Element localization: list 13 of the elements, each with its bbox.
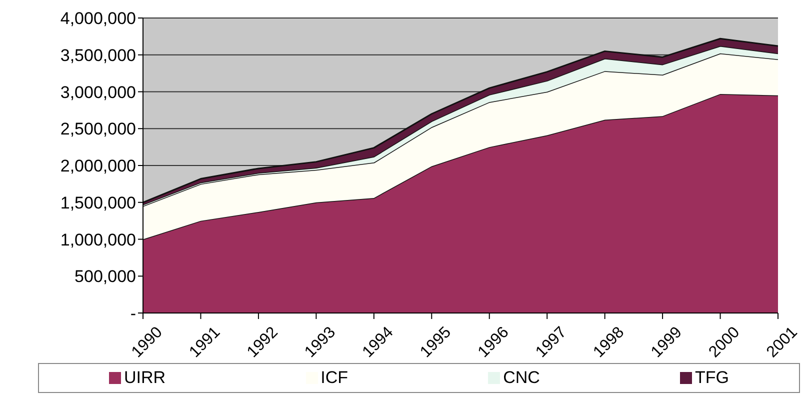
y-tick-label: 1,500,000 xyxy=(60,193,136,212)
y-tick-label: 4,000,000 xyxy=(60,9,136,28)
y-tick-label: 2,500,000 xyxy=(60,120,136,139)
legend-label: ICF xyxy=(320,368,348,388)
legend-label: UIRR xyxy=(124,368,166,388)
y-tick-label: - xyxy=(130,304,136,324)
y-tick-label: 1,000,000 xyxy=(60,230,136,250)
y-tick-label: 500,000 xyxy=(74,267,136,286)
legend-label: CNC xyxy=(503,368,540,388)
legend-label: TFG xyxy=(694,368,729,388)
y-tick-label: 3,000,000 xyxy=(60,82,136,102)
y-tick-label: 2,000,000 xyxy=(60,156,136,176)
y-tick-label: 3,500,000 xyxy=(60,46,136,65)
